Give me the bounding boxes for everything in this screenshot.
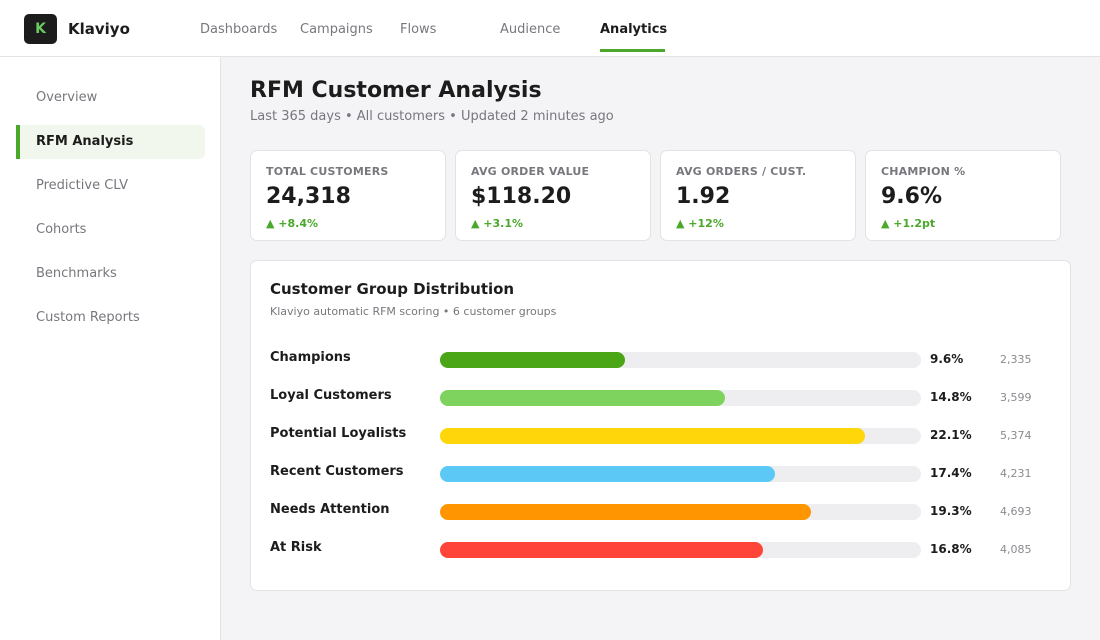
group-bar-track	[440, 542, 921, 558]
sidebar-item-rfm-analysis[interactable]: RFM Analysis	[16, 125, 205, 159]
group-bar-track	[440, 504, 921, 520]
kpi-label: AVG ORDERS / CUST.	[676, 165, 807, 178]
group-label-at-risk: At Risk	[270, 540, 322, 555]
group-count: 4,693	[1000, 505, 1032, 518]
sidebar-item-overview[interactable]: Overview	[36, 90, 98, 105]
sidebar-item-benchmarks[interactable]: Benchmarks	[36, 266, 117, 281]
kpi-value: 1.92	[676, 184, 731, 209]
kpi-delta: ▲ +12%	[676, 217, 724, 230]
group-count: 5,374	[1000, 429, 1032, 442]
kpi-value: 24,318	[266, 184, 351, 209]
logo-letter: K	[35, 21, 46, 37]
group-bar-fill-recent-customers	[440, 466, 776, 482]
sidebar-item-predictive-clv[interactable]: Predictive CLV	[36, 178, 128, 193]
card-subtitle: Klaviyo automatic RFM scoring • 6 custom…	[270, 305, 557, 318]
sidebar: Overview RFM Analysis Predictive CLV Coh…	[0, 57, 221, 640]
group-bar-fill-champions	[440, 352, 626, 368]
group-percent: 14.8%	[930, 390, 972, 404]
group-count: 2,335	[1000, 353, 1032, 366]
group-bar-track	[440, 428, 921, 444]
sidebar-item-cohorts[interactable]: Cohorts	[36, 222, 87, 237]
group-count: 3,599	[1000, 391, 1032, 404]
kpi-delta: ▲ +3.1%	[471, 217, 524, 230]
group-percent: 19.3%	[930, 504, 972, 518]
kpi-card-total-customers: TOTAL CUSTOMERS 24,318 ▲ +8.4%	[250, 150, 446, 241]
group-count: 4,085	[1000, 543, 1032, 556]
kpi-label: TOTAL CUSTOMERS	[266, 165, 389, 178]
group-label-needs-attention: Needs Attention	[270, 502, 390, 517]
group-bar-fill-loyal-customers	[440, 390, 726, 406]
group-label-potential-loyalists: Potential Loyalists	[270, 426, 407, 441]
group-bar-fill-needs-attention	[440, 504, 812, 520]
card-title: Customer Group Distribution	[270, 280, 515, 298]
group-bar-fill-potential-loyalists	[440, 428, 866, 444]
group-label-loyal-customers: Loyal Customers	[270, 388, 392, 403]
kpi-label: CHAMPION %	[881, 165, 966, 178]
customer-group-distribution-card: Customer Group Distribution Klaviyo auto…	[250, 260, 1071, 591]
group-bar-fill-at-risk	[440, 542, 764, 558]
group-percent: 9.6%	[930, 352, 964, 366]
tab-flows[interactable]: Flows	[400, 22, 437, 37]
page-subtitle: Last 365 days • All customers • Updated …	[250, 109, 614, 124]
page-title: RFM Customer Analysis	[250, 78, 542, 103]
group-label-recent-customers: Recent Customers	[270, 464, 404, 479]
group-bar-track	[440, 466, 921, 482]
group-count: 4,231	[1000, 467, 1032, 480]
kpi-card-avg-orders-per-customer: AVG ORDERS / CUST. 1.92 ▲ +12%	[660, 150, 856, 241]
klaviyo-logo[interactable]: K	[24, 14, 57, 44]
tab-dashboards[interactable]: Dashboards	[200, 22, 278, 37]
kpi-label: AVG ORDER VALUE	[471, 165, 590, 178]
group-bar-track	[440, 390, 921, 406]
group-percent: 17.4%	[930, 466, 972, 480]
kpi-card-avg-order-value: AVG ORDER VALUE $118.20 ▲ +3.1%	[455, 150, 651, 241]
kpi-card-champion-percent: CHAMPION % 9.6% ▲ +1.2pt	[865, 150, 1061, 241]
top-navigation-bar: K Klaviyo Dashboards Campaigns Flows Aud…	[0, 0, 1100, 57]
tab-audience[interactable]: Audience	[500, 22, 561, 37]
group-label-champions: Champions	[270, 350, 351, 365]
kpi-value: 9.6%	[881, 184, 943, 209]
kpi-delta: ▲ +8.4%	[266, 217, 319, 230]
tab-campaigns[interactable]: Campaigns	[300, 22, 373, 37]
group-bar-track	[440, 352, 921, 368]
tab-analytics[interactable]: Analytics	[600, 22, 668, 37]
group-percent: 22.1%	[930, 428, 972, 442]
sidebar-item-custom-reports[interactable]: Custom Reports	[36, 310, 140, 325]
brand-name: Klaviyo	[68, 20, 130, 38]
kpi-delta: ▲ +1.2pt	[881, 217, 936, 230]
active-tab-indicator	[600, 49, 665, 52]
kpi-value: $118.20	[471, 184, 572, 209]
group-percent: 16.8%	[930, 542, 972, 556]
